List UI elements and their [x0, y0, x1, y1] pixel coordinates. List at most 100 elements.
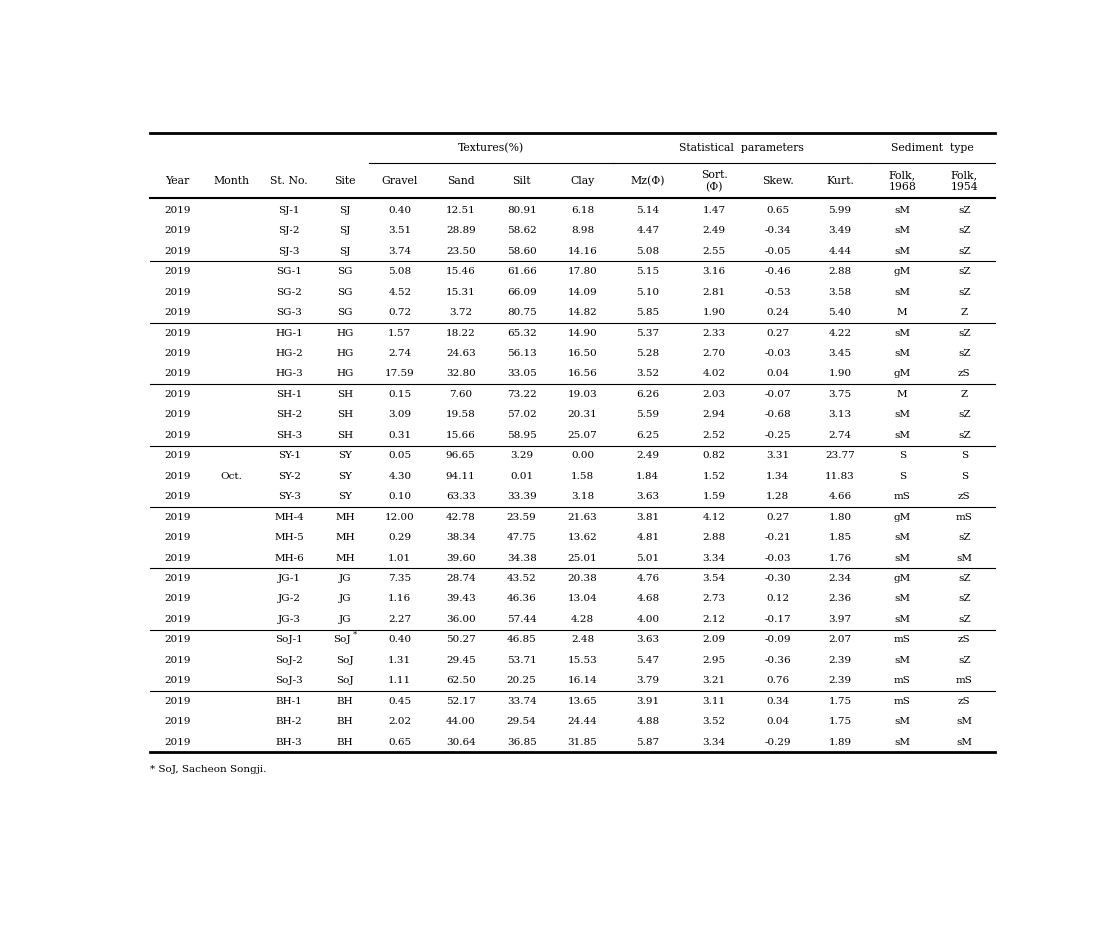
Text: 0.04: 0.04 [766, 369, 790, 378]
Text: 80.75: 80.75 [507, 308, 536, 317]
Text: 0.65: 0.65 [389, 737, 411, 747]
Text: -0.46: -0.46 [764, 267, 791, 276]
Text: 4.66: 4.66 [829, 492, 851, 501]
Text: gM: gM [894, 513, 910, 522]
Text: 15.46: 15.46 [446, 267, 476, 276]
Text: Z: Z [961, 390, 968, 399]
Text: 2019: 2019 [164, 410, 191, 419]
Text: 0.76: 0.76 [766, 677, 790, 685]
Text: 1.75: 1.75 [829, 697, 851, 706]
Text: 2019: 2019 [164, 226, 191, 235]
Text: Sort.
(Φ): Sort. (Φ) [700, 171, 727, 192]
Text: 2019: 2019 [164, 697, 191, 706]
Text: 94.11: 94.11 [446, 472, 476, 481]
Text: 16.50: 16.50 [567, 349, 598, 358]
Text: 2.52: 2.52 [703, 431, 726, 440]
Text: 3.74: 3.74 [389, 247, 411, 255]
Text: 0.24: 0.24 [766, 308, 790, 317]
Text: 0.45: 0.45 [389, 697, 411, 706]
Text: sZ: sZ [958, 595, 971, 603]
Text: 2019: 2019 [164, 206, 191, 215]
Text: 5.87: 5.87 [637, 737, 659, 747]
Text: 17.80: 17.80 [567, 267, 598, 276]
Text: 0.12: 0.12 [766, 595, 790, 603]
Text: JG-3: JG-3 [278, 615, 300, 624]
Text: 3.75: 3.75 [829, 390, 851, 399]
Text: 14.82: 14.82 [567, 308, 598, 317]
Text: SoJ: SoJ [333, 636, 351, 644]
Text: Site: Site [334, 176, 356, 186]
Text: 38.34: 38.34 [446, 533, 476, 542]
Text: 2019: 2019 [164, 369, 191, 378]
Text: -0.07: -0.07 [764, 390, 791, 399]
Text: 2.55: 2.55 [703, 247, 726, 255]
Text: S: S [899, 451, 906, 460]
Text: 2019: 2019 [164, 656, 191, 665]
Text: 3.21: 3.21 [703, 677, 726, 685]
Text: -0.53: -0.53 [764, 288, 791, 296]
Text: S: S [899, 472, 906, 481]
Text: 46.85: 46.85 [507, 636, 536, 644]
Text: gM: gM [894, 574, 910, 583]
Text: 96.65: 96.65 [446, 451, 476, 460]
Text: sM: sM [895, 595, 910, 603]
Text: 33.05: 33.05 [507, 369, 536, 378]
Text: 2.94: 2.94 [703, 410, 726, 419]
Text: 4.28: 4.28 [571, 615, 594, 624]
Text: 36.85: 36.85 [507, 737, 536, 747]
Text: 80.91: 80.91 [507, 206, 536, 215]
Text: 29.45: 29.45 [446, 656, 476, 665]
Text: 2019: 2019 [164, 451, 191, 460]
Text: 2019: 2019 [164, 247, 191, 255]
Text: SG: SG [337, 288, 353, 296]
Text: 23.50: 23.50 [446, 247, 476, 255]
Text: 5.15: 5.15 [637, 267, 659, 276]
Text: sZ: sZ [958, 288, 971, 296]
Text: 20.38: 20.38 [567, 574, 598, 583]
Text: sZ: sZ [958, 431, 971, 440]
Text: 2.39: 2.39 [829, 677, 851, 685]
Text: Statistical  parameters: Statistical parameters [679, 144, 804, 154]
Text: 2.33: 2.33 [703, 329, 726, 337]
Text: sM: sM [895, 410, 910, 419]
Text: SG: SG [337, 267, 353, 276]
Text: 25.07: 25.07 [567, 431, 598, 440]
Text: 2019: 2019 [164, 349, 191, 358]
Text: sZ: sZ [958, 226, 971, 235]
Text: BH: BH [337, 717, 353, 726]
Text: 5.40: 5.40 [829, 308, 851, 317]
Text: Folk,
1954: Folk, 1954 [951, 171, 978, 192]
Text: 3.34: 3.34 [703, 737, 726, 747]
Text: S: S [961, 472, 968, 481]
Text: 3.81: 3.81 [637, 513, 659, 522]
Text: 5.08: 5.08 [637, 247, 659, 255]
Text: 16.14: 16.14 [567, 677, 598, 685]
Text: 17.59: 17.59 [385, 369, 414, 378]
Text: 2019: 2019 [164, 677, 191, 685]
Text: sZ: sZ [958, 349, 971, 358]
Text: 43.52: 43.52 [507, 574, 536, 583]
Text: Silt: Silt [513, 176, 531, 186]
Text: mS: mS [956, 677, 973, 685]
Text: sM: sM [895, 349, 910, 358]
Text: 15.53: 15.53 [567, 656, 598, 665]
Text: SY: SY [338, 492, 352, 501]
Text: sM: sM [895, 656, 910, 665]
Text: 3.34: 3.34 [703, 554, 726, 563]
Text: SoJ: SoJ [336, 656, 354, 665]
Text: 0.27: 0.27 [766, 513, 790, 522]
Text: 1.31: 1.31 [389, 656, 411, 665]
Text: gM: gM [894, 369, 910, 378]
Text: mS: mS [894, 636, 910, 644]
Text: 4.81: 4.81 [637, 533, 659, 542]
Text: 2.27: 2.27 [389, 615, 411, 624]
Text: 44.00: 44.00 [446, 717, 476, 726]
Text: 62.50: 62.50 [446, 677, 476, 685]
Text: -0.25: -0.25 [764, 431, 791, 440]
Text: 0.29: 0.29 [389, 533, 411, 542]
Text: MH-4: MH-4 [275, 513, 304, 522]
Text: Kurt.: Kurt. [827, 176, 853, 186]
Text: S: S [961, 451, 968, 460]
Text: 1.28: 1.28 [766, 492, 790, 501]
Text: 57.02: 57.02 [507, 410, 536, 419]
